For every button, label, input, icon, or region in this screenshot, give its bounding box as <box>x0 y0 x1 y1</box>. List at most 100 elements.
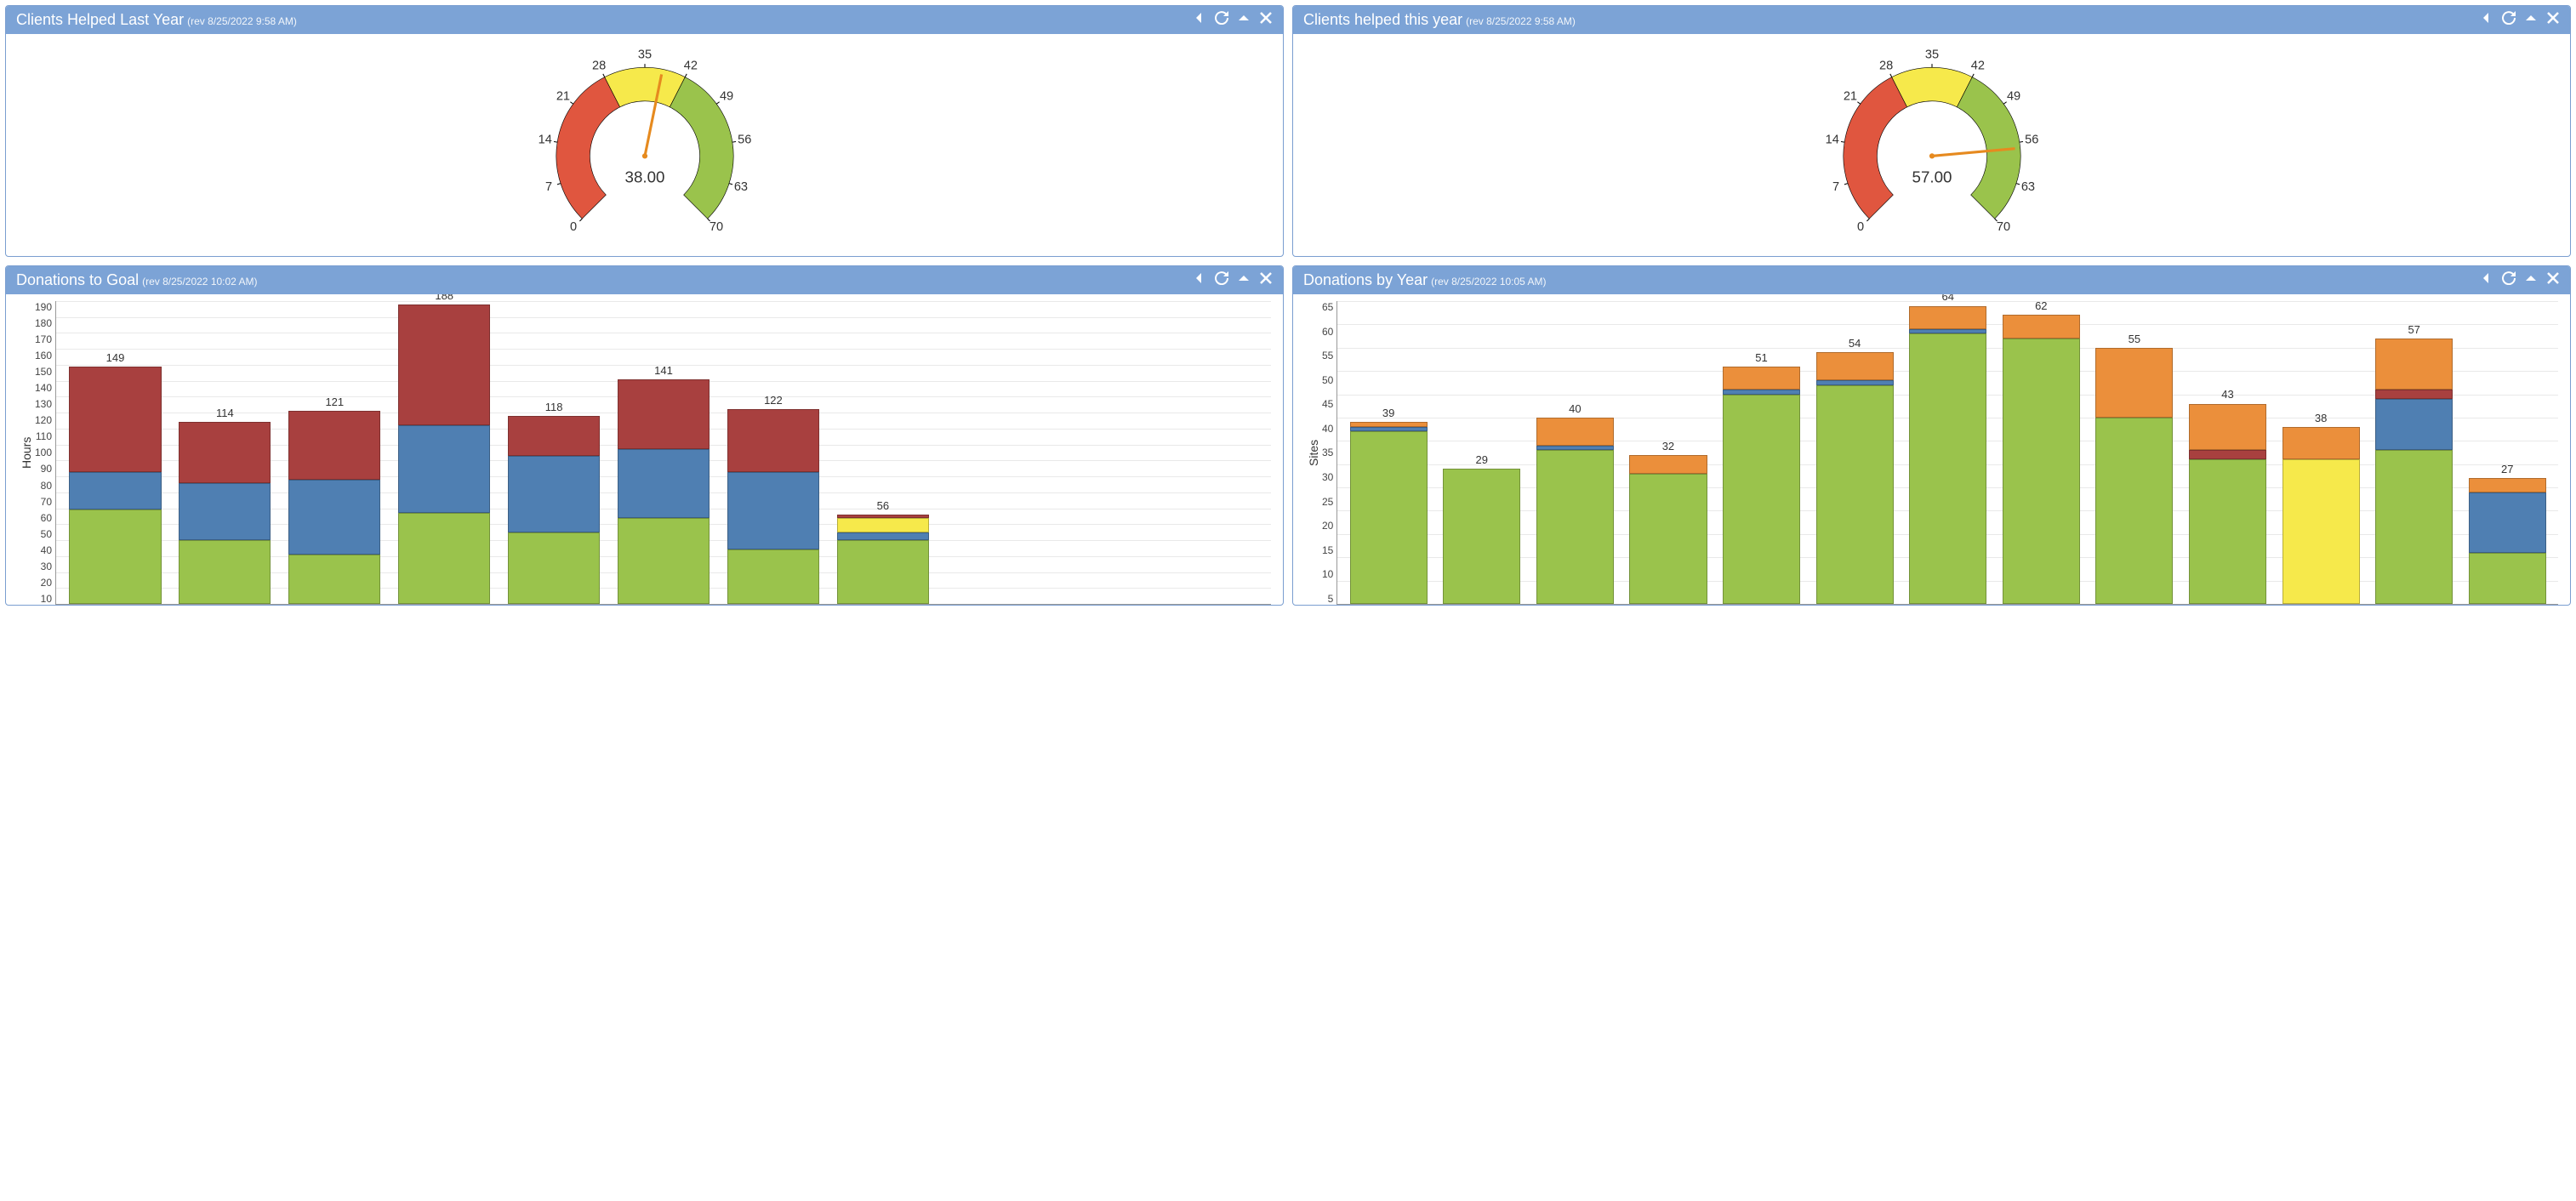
bar: 54 <box>1810 301 1899 604</box>
bar-total-label: 43 <box>2221 388 2233 401</box>
bar: 62 <box>1998 301 2086 604</box>
bar: 39 <box>1344 301 1433 604</box>
chevron-left-icon[interactable] <box>2480 11 2493 25</box>
collapse-icon[interactable] <box>1237 271 1251 285</box>
bar: 188 <box>392 301 497 604</box>
bar-segment <box>1629 455 1707 474</box>
svg-text:14: 14 <box>1825 134 1838 147</box>
panel-actions <box>1193 11 1273 25</box>
y-tick: 55 <box>1322 350 1333 361</box>
bar-segment <box>1909 306 1986 329</box>
bar-segment <box>2095 418 2173 604</box>
svg-text:42: 42 <box>1970 59 1984 72</box>
refresh-icon[interactable] <box>2502 11 2516 25</box>
bar-segment <box>2469 478 2546 492</box>
svg-text:56: 56 <box>738 134 751 147</box>
bar-segment <box>1443 469 1520 604</box>
close-icon[interactable] <box>2546 271 2560 285</box>
y-tick: 140 <box>35 382 52 394</box>
plot-area: 149 114 121 188 118 141 122 56 <box>55 301 1271 605</box>
svg-text:63: 63 <box>733 180 747 194</box>
bar: 57 <box>2370 301 2459 604</box>
bar-segment <box>1536 418 1614 446</box>
close-icon[interactable] <box>1259 271 1273 285</box>
y-tick: 10 <box>1322 568 1333 580</box>
bar-segment <box>179 540 271 604</box>
bar-segment <box>1536 450 1614 604</box>
bar-total-label: 121 <box>325 396 344 408</box>
gauge-chart: 0714212835424956637057.00 <box>1770 41 2094 253</box>
bar: 121 <box>282 301 387 604</box>
refresh-icon[interactable] <box>1215 271 1228 285</box>
bar: 149 <box>63 301 168 604</box>
bar-segment <box>1909 333 1986 604</box>
chevron-left-icon[interactable] <box>1193 11 1206 25</box>
svg-text:21: 21 <box>1843 89 1856 103</box>
bar-total-label: 56 <box>877 499 889 512</box>
close-icon[interactable] <box>2546 11 2560 25</box>
svg-text:38.00: 38.00 <box>624 168 664 186</box>
svg-text:49: 49 <box>719 89 732 103</box>
refresh-icon[interactable] <box>1215 11 1228 25</box>
svg-text:7: 7 <box>545 180 552 194</box>
y-tick: 150 <box>35 366 52 378</box>
gauge-chart: 0714212835424956637038.00 <box>483 41 806 253</box>
close-icon[interactable] <box>1259 11 1273 25</box>
svg-text:0: 0 <box>569 220 576 234</box>
bar: 55 <box>2090 301 2179 604</box>
bar <box>1050 301 1154 604</box>
bar-segment <box>288 480 380 555</box>
y-tick: 190 <box>35 301 52 313</box>
panel-header: Clients Helped Last Year (rev 8/25/2022 … <box>6 6 1283 34</box>
panel-subtitle: (rev 8/25/2022 9:58 AM) <box>1466 15 1576 27</box>
bar-segment <box>1816 385 1894 604</box>
panel-body: Sites 6560555045403530252015105 39 29 40… <box>1293 294 2570 605</box>
refresh-icon[interactable] <box>2502 271 2516 285</box>
bar-segment <box>618 379 710 449</box>
bar-segment <box>179 422 271 482</box>
panel-header: Donations by Year (rev 8/25/2022 10:05 A… <box>1293 266 2570 294</box>
bar-segment <box>179 483 271 540</box>
svg-text:35: 35 <box>1924 48 1938 62</box>
bar: 29 <box>1438 301 1526 604</box>
y-tick: 80 <box>35 480 52 492</box>
bar-segment <box>2469 553 2546 604</box>
bar-segment <box>508 456 600 532</box>
bar-total-label: 29 <box>1476 453 1488 466</box>
bar-total-label: 57 <box>2408 323 2419 336</box>
chevron-left-icon[interactable] <box>2480 271 2493 285</box>
bar-total-label: 38 <box>2315 412 2327 424</box>
bar-segment <box>2003 339 2080 604</box>
bar-segment <box>2003 315 2080 338</box>
bar-segment <box>1816 352 1894 380</box>
collapse-icon[interactable] <box>2524 271 2538 285</box>
collapse-icon[interactable] <box>1237 11 1251 25</box>
bar-segment <box>1629 474 1707 604</box>
bar-total-label: 122 <box>764 394 783 407</box>
panel-donations-to-goal: Donations to Goal (rev 8/25/2022 10:02 A… <box>5 265 1284 606</box>
y-tick: 25 <box>1322 496 1333 508</box>
bar: 64 <box>1904 301 1992 604</box>
bar-segment <box>2095 348 2173 418</box>
panel-actions <box>2480 11 2560 25</box>
bar-segment <box>1723 367 1800 390</box>
bar: 38 <box>2277 301 2365 604</box>
bar: 114 <box>173 301 277 604</box>
panel-body: 0714212835424956637057.00 <box>1293 34 2570 256</box>
bar-segment <box>69 367 161 472</box>
dashboard-grid: Clients Helped Last Year (rev 8/25/2022 … <box>5 5 2571 606</box>
y-tick: 5 <box>1322 593 1333 605</box>
bar-segment <box>2189 404 2266 451</box>
bar: 141 <box>612 301 716 604</box>
bar-total-label: 114 <box>216 407 234 419</box>
bar-segment <box>288 555 380 604</box>
panel-clients-last-year: Clients Helped Last Year (rev 8/25/2022 … <box>5 5 1284 257</box>
svg-text:21: 21 <box>556 89 569 103</box>
bar-chart: Hours 1901801701601501401301201101009080… <box>18 301 1271 605</box>
panel-header: Clients helped this year (rev 8/25/2022 … <box>1293 6 2570 34</box>
chevron-left-icon[interactable] <box>1193 271 1206 285</box>
bar-segment <box>508 416 600 456</box>
bar-segment <box>2282 459 2360 604</box>
collapse-icon[interactable] <box>2524 11 2538 25</box>
panel-actions <box>1193 271 1273 285</box>
